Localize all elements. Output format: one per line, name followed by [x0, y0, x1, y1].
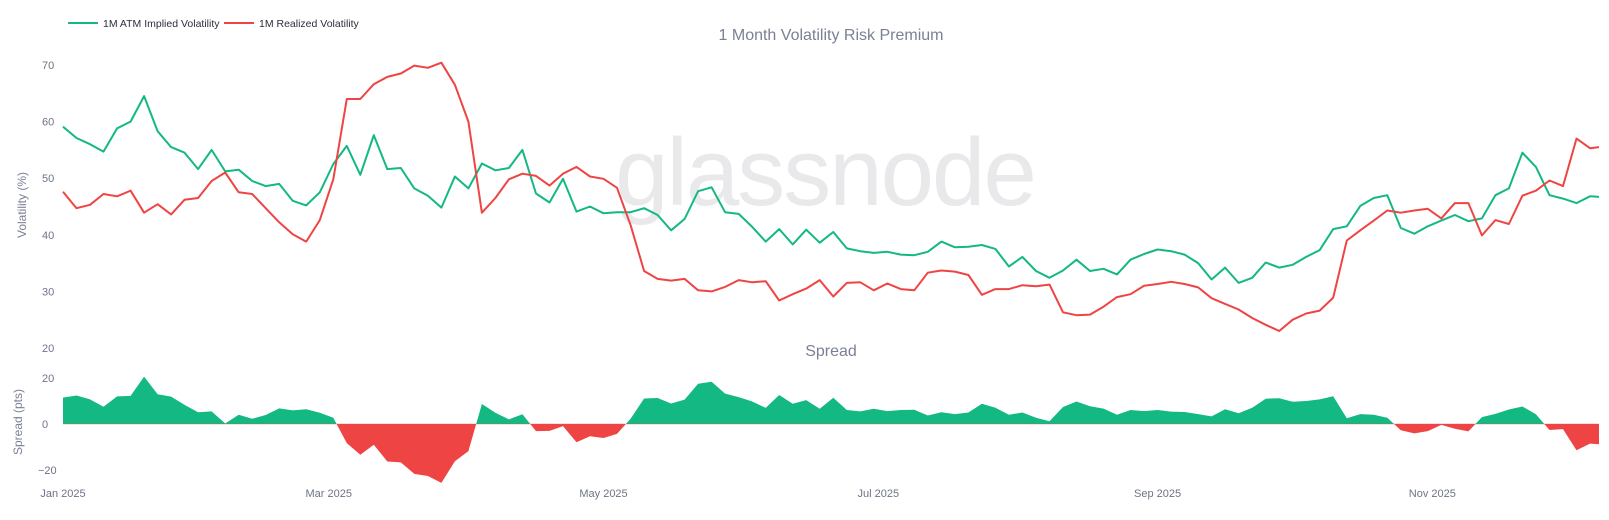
glassnode-watermark: glassnode [615, 119, 1035, 226]
x-tick-label: May 2025 [579, 488, 627, 500]
y-tick-label: 40 [42, 230, 54, 242]
legend-label-implied: 1M ATM Implied Volatility [103, 18, 220, 30]
y-axis-ticks-volatility: 70 60 50 40 30 20 [42, 60, 54, 355]
series-points [62, 62, 1600, 332]
x-tick-label: Jan 2025 [40, 488, 85, 500]
legend-label-realized: 1M Realized Volatility [259, 18, 360, 30]
legend: 1M ATM Implied Volatility 1M Realized Vo… [68, 18, 360, 30]
spread-y-tick-label: 20 [42, 373, 54, 385]
y-tick-label: 20 [42, 343, 54, 355]
spread-area-group [63, 376, 1599, 483]
x-axis-ticks: Jan 2025 Mar 2025 May 2025 Jul 2025 Sep 2025… [40, 488, 1456, 500]
spread-y-tick-label: 0 [42, 419, 48, 431]
chart-title: 1 Month Volatility Risk Premium [719, 27, 944, 44]
x-tick-label: Sep 2025 [1134, 488, 1181, 500]
x-tick-label: Mar 2025 [306, 488, 352, 500]
legend-item-implied-volatility[interactable]: 1M ATM Implied Volatility [68, 18, 220, 30]
y-axis-label-volatility: Volatility (%) [15, 172, 29, 238]
spread-area-negative [63, 424, 1599, 483]
x-tick-label: Jul 2025 [857, 488, 899, 500]
spread-y-tick-label: −20 [38, 465, 57, 477]
spread-area-positive [63, 376, 1599, 424]
x-tick-label: Nov 2025 [1409, 488, 1456, 500]
y-tick-label: 30 [42, 286, 54, 298]
legend-item-realized-volatility[interactable]: 1M Realized Volatility [224, 18, 360, 30]
y-tick-label: 60 [42, 117, 54, 129]
y-axis-label-spread: Spread (pts) [11, 389, 25, 455]
y-axis-ticks-spread: 20 0 −20 [38, 373, 57, 477]
y-tick-label: 50 [42, 173, 54, 185]
y-tick-label: 70 [42, 60, 54, 72]
spread-title: Spread [805, 343, 857, 360]
